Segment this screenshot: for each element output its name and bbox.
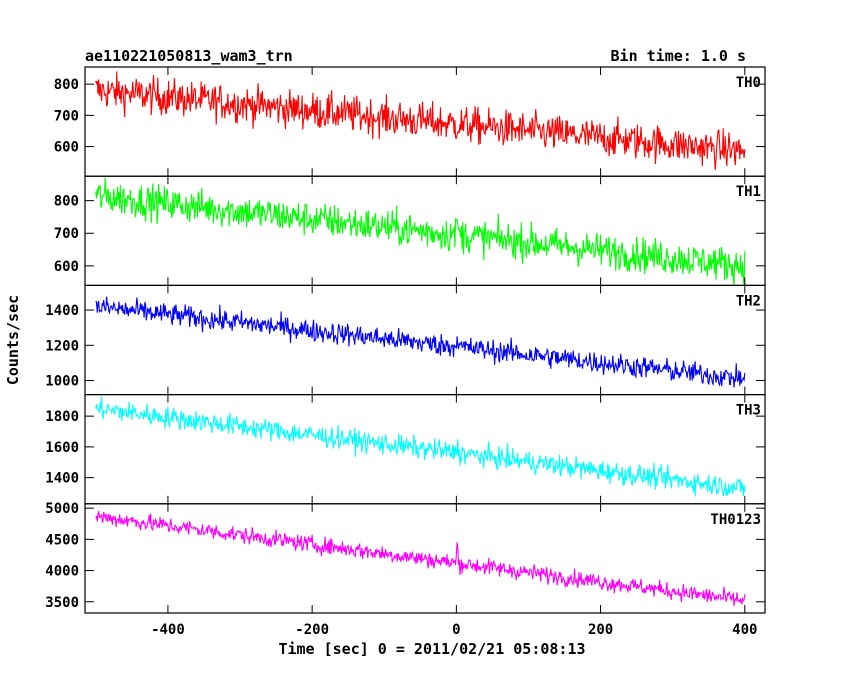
panel-label: TH0123 [710, 512, 761, 528]
x-tick-label: -200 [295, 622, 329, 638]
x-tick-label: 200 [588, 622, 613, 638]
panel-th0: 600 700 800 TH0 [54, 66, 766, 177]
y-tick-label: 700 [54, 226, 79, 242]
y-tick-label: 4000 [45, 564, 79, 580]
y-tick-label: 5000 [45, 501, 79, 517]
y-axis-label: Counts/sec [4, 295, 22, 385]
panel-th0123: 3500 4000 4500 5000 TH0123 [45, 501, 766, 614]
y-tick-label: 1000 [45, 374, 79, 390]
panel-label: TH3 [736, 403, 761, 419]
y-tick-label: 1200 [45, 338, 79, 354]
series-line-th1 [95, 177, 746, 286]
panel-frame [84, 503, 766, 614]
chart-title: ae110221050813_wam3_trn [85, 47, 293, 65]
panel-label: TH1 [736, 184, 761, 200]
series-line-th2 [95, 296, 746, 388]
panel-frame [84, 66, 766, 177]
y-tick-label: 1400 [45, 471, 79, 487]
panel-label: TH2 [736, 293, 761, 309]
y-tick-label: 600 [54, 259, 79, 275]
series-line-th3 [95, 396, 746, 497]
x-axis-label: Time [sec] 0 = 2011/02/21 05:08:13 [278, 640, 585, 658]
y-tick-label: 700 [54, 108, 79, 124]
y-tick-label: 4500 [45, 532, 79, 548]
x-tick-label: 400 [732, 622, 757, 638]
series-line-th0123 [95, 510, 746, 607]
y-tick-label: 600 [54, 140, 79, 156]
series-line-th0 [95, 71, 746, 170]
x-tick-label: -400 [151, 622, 185, 638]
panel-label: TH0 [736, 75, 761, 91]
panel-th2: 1000 1200 1400 TH2 [45, 284, 766, 396]
bin-time-label: Bin time: 1.0 s [611, 47, 746, 65]
panel-th1: 600 700 800 TH1 [54, 175, 766, 286]
y-tick-label: 1800 [45, 409, 79, 425]
y-tick-label: 1600 [45, 440, 79, 456]
y-tick-label: 800 [54, 194, 79, 210]
y-tick-label: 1400 [45, 303, 79, 319]
x-tick-label: 0 [452, 622, 460, 638]
panel-th3: 1400 1600 1800 TH3 [45, 394, 766, 505]
y-tick-label: 3500 [45, 595, 79, 611]
y-tick-label: 800 [54, 77, 79, 93]
